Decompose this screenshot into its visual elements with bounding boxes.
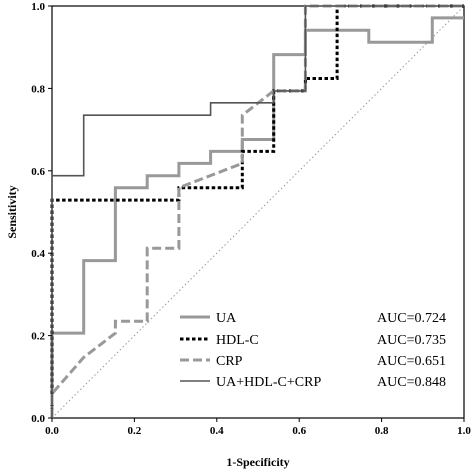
legend-label-ua: UA — [216, 311, 237, 326]
x-tick-label: 0.4 — [210, 425, 224, 437]
y-axis-title: Sensitivity — [5, 185, 19, 238]
plot-area — [50, 4, 465, 419]
y-tick-label: 0.4 — [31, 248, 45, 260]
legend-auc-hdl-c: AUC=0.735 — [377, 333, 446, 348]
legend-label-ua-hdl-c-crp: UA+HDL-C+CRP — [216, 375, 321, 390]
legend-auc-ua: AUC=0.724 — [377, 311, 446, 326]
x-tick-label: 0.8 — [375, 425, 389, 437]
x-tick-label: 0.6 — [292, 425, 306, 437]
x-axis-title: 1-Specificity — [226, 455, 289, 469]
legend: UA AUC=0.724 HDL-C AUC=0.735 CRP AUC=0.651 UA+… — [180, 311, 446, 390]
y-tick-label: 0.8 — [31, 83, 45, 95]
y-tick-label: 0.0 — [31, 413, 45, 425]
legend-auc-ua-hdl-c-crp: AUC=0.848 — [377, 375, 446, 390]
series-line-ua-hdl-c-crp — [51, 5, 464, 418]
y-tick-label: 1.0 — [31, 1, 45, 13]
y-tick-label: 0.6 — [31, 166, 45, 178]
x-tick-label: 1.0 — [457, 425, 471, 437]
x-tick-label: 0.0 — [45, 425, 59, 437]
series-line-ua — [50, 16, 464, 418]
x-tick-label: 0.2 — [128, 425, 142, 437]
y-axis: 0.0 0.2 0.4 0.6 0.8 1.0 — [31, 1, 52, 425]
legend-label-hdl-c: HDL-C — [216, 333, 259, 348]
legend-label-crp: CRP — [216, 354, 243, 369]
legend-auc-crp: AUC=0.651 — [377, 354, 446, 369]
series-line-hdl-c — [50, 4, 464, 418]
x-axis: 0.0 0.2 0.4 0.6 0.8 1.0 — [45, 418, 471, 437]
reference-line — [51, 5, 465, 419]
y-tick-label: 0.2 — [31, 331, 45, 343]
